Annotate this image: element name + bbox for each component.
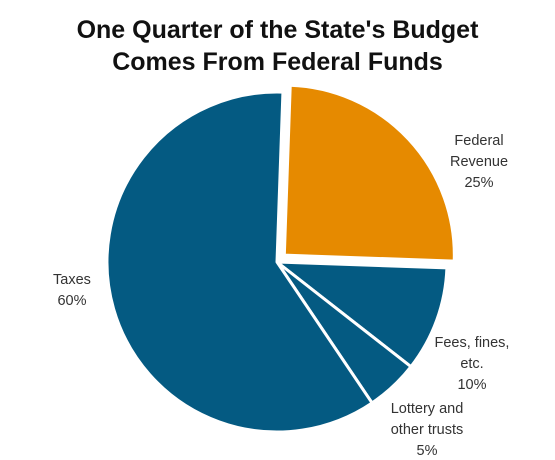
pie-slice-taxes (105, 90, 374, 434)
pie-label-fees-fines-etc: Fees, fines, etc. 10% (435, 335, 510, 393)
chart-title-line-2: Comes From Federal Funds (112, 48, 443, 76)
pie-labels: Federal Revenue 25% Fees, fines, etc. 10% Lott… (53, 133, 509, 459)
pie-slice-federal-revenue (282, 83, 456, 263)
pie-label-taxes: Taxes 60% (53, 272, 91, 309)
pie-slice-fees-fines-etc (275, 260, 449, 369)
pie-slices (105, 83, 456, 434)
pie-label-lottery-and-other-trusts: Lottery and other trusts 5% (391, 401, 464, 459)
chart-title-line-1: One Quarter of the State's Budget (77, 16, 480, 44)
pie-label-federal-revenue: Federal Revenue 25% (450, 133, 508, 191)
